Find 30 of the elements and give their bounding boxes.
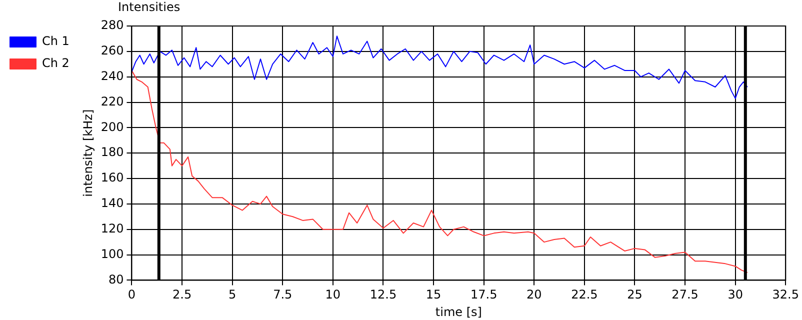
y-tick-label: 120 xyxy=(100,221,124,236)
y-tick-label: 180 xyxy=(100,145,124,160)
legend-label: Ch 2 xyxy=(42,56,70,70)
x-tick-label: 12.5 xyxy=(370,288,397,302)
y-axis-title: intensity [kHz] xyxy=(80,109,95,197)
x-tick-label: 30 xyxy=(728,288,743,302)
y-tick-label: 80 xyxy=(108,272,124,286)
x-tick-label: 10 xyxy=(325,288,341,302)
x-tick-label: 25 xyxy=(627,288,642,302)
y-tick-label: 140 xyxy=(100,196,124,210)
chart-title: Intensities xyxy=(118,0,180,14)
y-tick-label: 100 xyxy=(100,246,124,261)
y-tick-label: 280 xyxy=(100,18,124,32)
legend-label: Ch 1 xyxy=(42,34,70,48)
x-tick-label: 17.5 xyxy=(470,288,498,302)
y-tick-label: 240 xyxy=(100,68,124,83)
x-tick-label: 5 xyxy=(228,288,236,302)
x-tick-label: 0 xyxy=(128,288,136,302)
x-tick-label: 27.5 xyxy=(672,288,698,302)
x-tick-label: 15 xyxy=(426,288,442,302)
x-tick-label: 2.5 xyxy=(172,288,192,302)
x-tick-label: 20 xyxy=(526,288,542,302)
x-tick-label: 32.5 xyxy=(772,288,799,302)
y-tick-label: 220 xyxy=(100,94,124,108)
x-tick-label: 22.5 xyxy=(571,288,598,302)
y-tick-label: 160 xyxy=(100,170,124,185)
x-tick-label: 7.5 xyxy=(273,288,292,302)
y-tick-label: 200 xyxy=(100,120,124,134)
y-tick-label: 260 xyxy=(100,44,124,58)
x-axis-title: time [s] xyxy=(435,304,482,319)
